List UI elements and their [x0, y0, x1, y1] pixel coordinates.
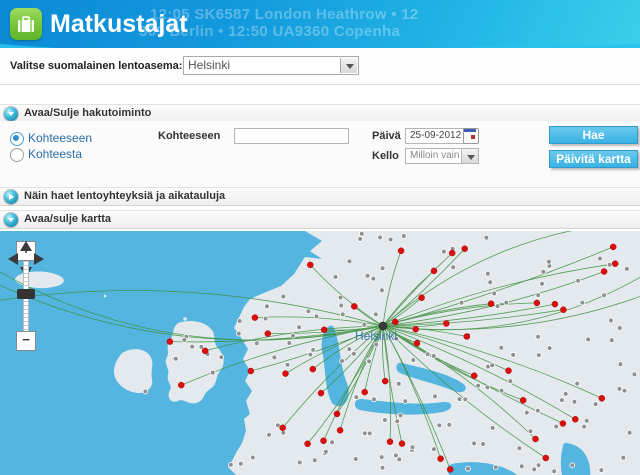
svg-text:Helsinki: Helsinki [355, 329, 397, 343]
